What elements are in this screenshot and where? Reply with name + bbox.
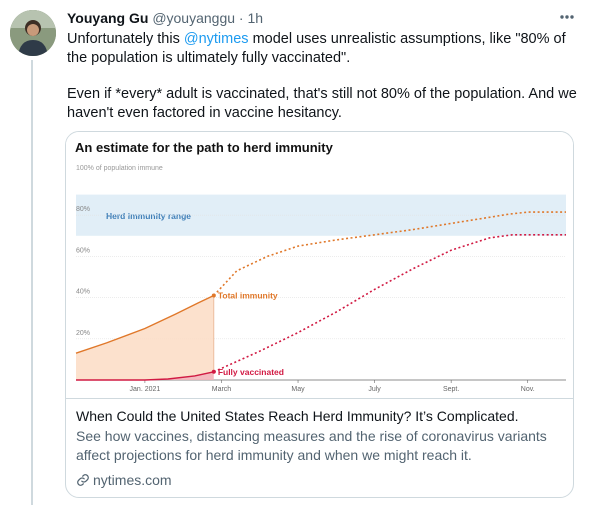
total-immunity-area [76, 295, 214, 380]
y-tick-label: 20% [76, 330, 90, 337]
fully-vaccinated-observed-line [76, 371, 214, 381]
total-immunity-observed-line [75, 294, 215, 354]
user-avatar[interactable] [10, 10, 56, 56]
tweet-paragraph-1: Unfortunately this @nytimes model uses u… [67, 30, 577, 67]
card-text: When Could the United States Reach Herd … [76, 407, 566, 465]
fully-vaccinated-projected-line [213, 234, 566, 373]
tweet-header: Youyang Gu @youyanggu · 1h [67, 9, 263, 27]
x-tick-label: Jan. 2021 [130, 386, 161, 393]
total-immunity-projected-line [213, 211, 566, 297]
x-tick-label: Sept. [443, 386, 459, 393]
herd-immunity-band-label: Herd immunity range [106, 211, 191, 221]
thread-line [31, 60, 33, 505]
tweet-text-start: Unfortunately this [67, 31, 184, 47]
total-immunity-label: Total immunity [218, 291, 278, 301]
x-tick-label: Nov. [521, 386, 535, 393]
link-card[interactable]: An estimate for the path to herd immunit… [65, 131, 574, 498]
chart-image: An estimate for the path to herd immunit… [66, 132, 573, 399]
x-tick-label: May [291, 386, 305, 393]
herd-immunity-chart: 100% of population immune Herd immunity … [75, 165, 566, 393]
avatar-image [10, 10, 56, 56]
y-tick-label: 40% [76, 289, 90, 296]
more-horizontal-icon[interactable] [555, 8, 579, 26]
author-name[interactable]: Youyang Gu [67, 10, 149, 26]
tweet-text-rest: model uses unrealistic assumptions, like… [67, 31, 566, 66]
separator-dot: · [238, 10, 244, 26]
x-tick-label: July [368, 386, 381, 393]
mention-link[interactable]: @nytimes [183, 31, 249, 47]
fully-vaccinated-marker [211, 369, 216, 374]
tweet-time[interactable]: 1h [247, 10, 264, 26]
chart-title: An estimate for the path to herd immunit… [75, 140, 333, 155]
tweet-paragraph-2: Even if *every* adult is vaccinated, tha… [67, 86, 577, 121]
author-handle[interactable]: @youyanggu [152, 10, 236, 26]
tweet-text: Unfortunately this @nytimes model uses u… [67, 30, 577, 122]
fully-vaccinated-label: Fully vaccinated [218, 367, 284, 377]
card-domain-text: nytimes.com [93, 472, 172, 488]
link-icon [77, 474, 89, 486]
y-tick-label: 60% [76, 247, 90, 254]
card-domain[interactable]: nytimes.com [76, 472, 172, 488]
y-tick-label: 80% [76, 206, 90, 213]
chart-y-top-label: 100% of population immune [76, 165, 163, 172]
x-tick-label: March [212, 386, 232, 393]
card-description: See how vaccines, distancing measures an… [76, 428, 547, 463]
total-immunity-marker [211, 293, 216, 298]
card-headline: When Could the United States Reach Herd … [76, 408, 519, 424]
